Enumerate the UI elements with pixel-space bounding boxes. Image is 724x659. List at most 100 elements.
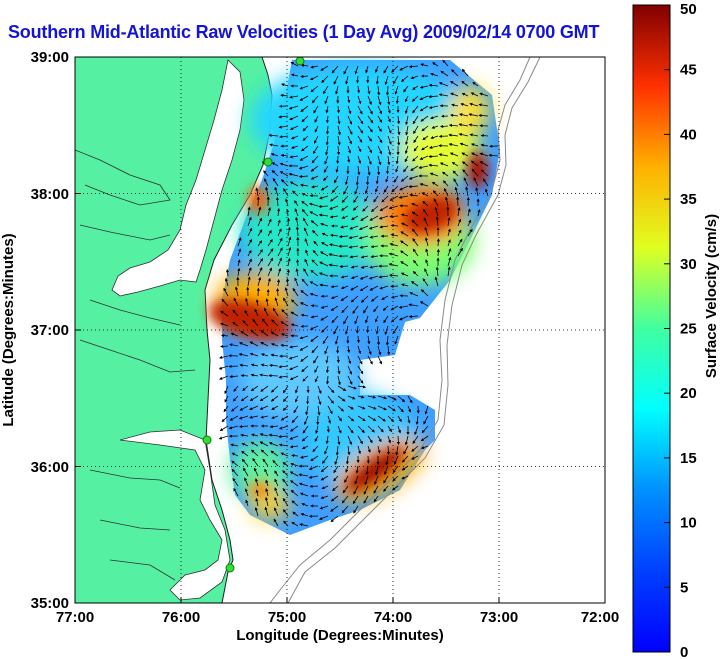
colorbar-tick-label: 40 bbox=[680, 126, 697, 143]
velocity-arrow bbox=[314, 365, 319, 374]
velocity-arrow bbox=[422, 208, 429, 217]
velocity-arrow bbox=[379, 225, 389, 229]
velocity-arrow bbox=[352, 305, 359, 314]
velocity-arrow bbox=[321, 242, 329, 247]
velocity-arrow bbox=[463, 177, 469, 187]
colorbar-tick-label: 30 bbox=[680, 256, 697, 273]
velocity-arrow bbox=[436, 248, 440, 257]
velocity-arrow bbox=[352, 495, 359, 505]
velocity-arrow bbox=[457, 207, 461, 217]
velocity-arrow bbox=[350, 295, 359, 303]
velocity-arrow bbox=[320, 465, 329, 473]
velocity-arrow bbox=[383, 315, 389, 324]
station-marker bbox=[295, 57, 305, 66]
velocity-arrow bbox=[387, 95, 391, 106]
velocity-arrow bbox=[259, 395, 269, 402]
velocity-arrow bbox=[300, 74, 309, 79]
velocity-arrow bbox=[249, 395, 259, 402]
velocity-arrow bbox=[461, 152, 469, 157]
velocity-arrow bbox=[283, 297, 289, 307]
velocity-arrow bbox=[335, 165, 339, 173]
velocity-arrow bbox=[265, 186, 269, 197]
velocity-arrow bbox=[311, 345, 319, 354]
velocity-arrow bbox=[384, 325, 389, 336]
velocity-arrow bbox=[244, 309, 249, 317]
velocity-arrow bbox=[325, 365, 330, 374]
velocity-arrow bbox=[421, 425, 429, 434]
velocity-arrow bbox=[270, 395, 279, 402]
velocity-arrow bbox=[232, 309, 239, 317]
velocity-arrow bbox=[335, 445, 339, 456]
velocity-arrow bbox=[240, 374, 249, 378]
velocity-arrow bbox=[367, 85, 371, 95]
velocity-arrow bbox=[241, 458, 249, 467]
velocity-arrow bbox=[278, 375, 289, 379]
velocity-arrow bbox=[357, 105, 363, 115]
velocity-arrow bbox=[385, 455, 389, 466]
velocity-arrow bbox=[238, 352, 249, 357]
velocity-arrow bbox=[337, 365, 341, 375]
velocity-arrow bbox=[350, 265, 359, 269]
x-tick-label: 75:00 bbox=[268, 609, 306, 626]
velocity-arrow bbox=[239, 363, 249, 367]
velocity-arrow bbox=[326, 425, 330, 433]
velocity-arrow bbox=[267, 248, 274, 257]
velocity-arrow bbox=[260, 353, 269, 357]
velocity-arrow bbox=[237, 259, 241, 267]
velocity-arrow bbox=[392, 465, 399, 474]
velocity-arrow bbox=[397, 425, 401, 434]
velocity-arrow bbox=[250, 329, 259, 337]
velocity-arrow bbox=[230, 443, 239, 447]
velocity-arrow bbox=[397, 405, 404, 413]
velocity-arrow bbox=[270, 385, 279, 393]
velocity-arrow bbox=[325, 375, 330, 385]
velocity-arrow bbox=[262, 458, 269, 467]
velocity-arrow bbox=[363, 485, 369, 495]
velocity-arrow bbox=[477, 209, 481, 217]
velocity-arrow bbox=[309, 325, 319, 330]
velocity-arrow bbox=[224, 277, 229, 287]
velocity-arrow bbox=[288, 172, 299, 177]
velocity-arrow bbox=[479, 152, 489, 157]
velocity-arrow bbox=[478, 113, 489, 118]
velocity-arrow bbox=[315, 425, 319, 434]
velocity-arrow bbox=[283, 188, 289, 197]
velocity-arrow bbox=[347, 365, 353, 375]
velocity-arrow bbox=[387, 395, 397, 401]
velocity-arrow bbox=[418, 165, 429, 169]
velocity-arrow bbox=[300, 324, 309, 328]
velocity-arrow bbox=[289, 435, 299, 440]
velocity-arrow bbox=[320, 475, 329, 481]
velocity-arrow bbox=[280, 415, 289, 421]
velocity-arrow bbox=[270, 153, 279, 157]
velocity-arrow bbox=[438, 153, 449, 157]
velocity-arrow bbox=[242, 385, 249, 392]
velocity-arrow bbox=[447, 239, 451, 247]
velocity-arrow bbox=[287, 257, 291, 267]
colorbar-tick-label: 0 bbox=[680, 644, 688, 659]
velocity-arrow bbox=[299, 95, 309, 101]
velocity-arrow bbox=[249, 415, 259, 419]
velocity-arrow bbox=[381, 295, 389, 300]
velocity-arrow bbox=[398, 195, 409, 199]
velocity-arrow bbox=[355, 175, 359, 186]
velocity-arrow bbox=[314, 435, 319, 443]
velocity-arrow bbox=[357, 355, 363, 365]
velocity-arrow bbox=[320, 315, 329, 321]
velocity-arrow bbox=[412, 155, 419, 162]
velocity-arrow bbox=[357, 395, 365, 399]
velocity-arrow bbox=[407, 395, 413, 404]
velocity-arrow bbox=[348, 245, 359, 249]
velocity-arrow bbox=[424, 268, 429, 277]
velocity-arrow bbox=[229, 374, 239, 379]
colorbar-tick-label: 45 bbox=[680, 62, 697, 79]
velocity-arrow bbox=[387, 105, 391, 114]
velocity-arrow bbox=[412, 435, 419, 444]
velocity-arrow bbox=[399, 65, 409, 71]
velocity-arrow bbox=[411, 228, 419, 237]
velocity-arrow bbox=[367, 415, 377, 422]
velocity-arrow bbox=[400, 75, 409, 83]
velocity-arrow bbox=[411, 445, 419, 452]
velocity-arrow bbox=[357, 375, 364, 384]
velocity-arrow bbox=[367, 135, 372, 142]
